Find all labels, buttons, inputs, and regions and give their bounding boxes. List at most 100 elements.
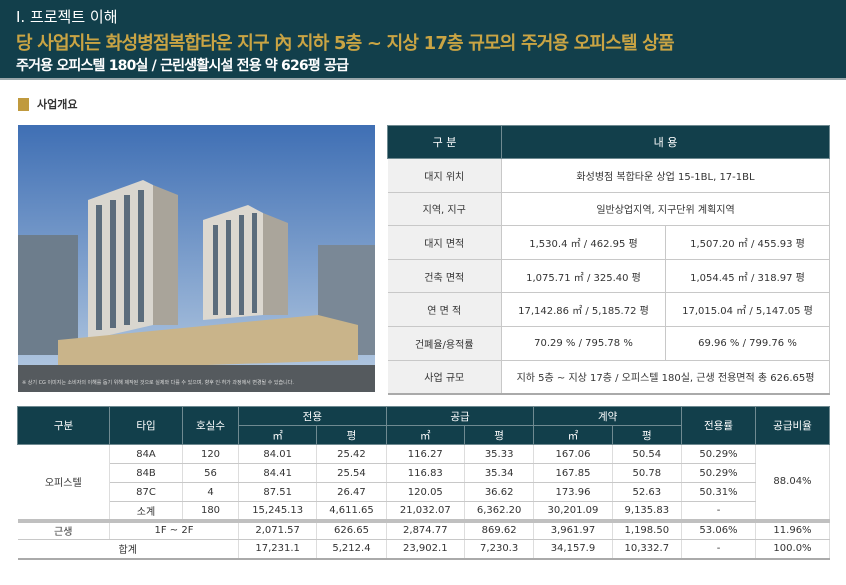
- cell: 116.27: [386, 444, 465, 464]
- cell: 26.47: [316, 482, 387, 502]
- cell: 35.34: [464, 463, 535, 483]
- row-label: 건폐율/용적률: [387, 326, 502, 361]
- row-value: 17,015.04 ㎡ / 5,147.05 평: [665, 292, 831, 327]
- table-row: 건폐율/용적률 70.29 % / 795.78 % 69.96 % / 799.7…: [387, 326, 831, 361]
- unit-area-table: 구분 타입 호실수 전용 공급 계약 전용률 공급비율 ㎡ 평 ㎡ 평 ㎡ 평 오피스…: [17, 406, 830, 560]
- row-value: 일반상업지역, 지구단위 계획지역: [501, 192, 830, 227]
- cell: 626.65: [316, 520, 387, 540]
- table-row: 지역, 지구 일반상업지역, 지구단위 계획지역: [387, 192, 830, 227]
- cell: -: [681, 539, 756, 560]
- row-value: 1,075.71 ㎡ / 325.40 평: [501, 259, 666, 294]
- cell: 87C: [109, 482, 183, 502]
- row-value: 1,054.45 ㎡ / 318.97 평: [665, 259, 831, 294]
- table-row: 근생 1F ~ 2F 2,071.57 626.65 2,874.77 869.62 3,9…: [17, 520, 830, 540]
- section-title-text: 사업개요: [37, 98, 78, 111]
- table-row: 대지 면적 1,530.4 ㎡ / 462.95 평 1,507.20 ㎡ / 45…: [387, 225, 831, 260]
- col-sqm: ㎡: [533, 425, 613, 445]
- row-label: 지역, 지구: [387, 192, 502, 227]
- cell: 100.0%: [755, 539, 830, 560]
- cell: 4,611.65: [316, 501, 387, 523]
- cell: 87.51: [238, 482, 318, 502]
- cell: 1F ~ 2F: [109, 520, 239, 540]
- cell: 50.31%: [681, 482, 756, 502]
- cell: 56: [182, 463, 239, 483]
- cell: 120.05: [386, 482, 465, 502]
- cell: 근생: [17, 520, 110, 540]
- cell: 35.33: [464, 444, 535, 464]
- cell: 11.96%: [755, 520, 830, 540]
- col-exclusive: 전용: [238, 406, 387, 426]
- page-header: Ⅰ. 프로젝트 이해 당 사업지는 화성병점복합타운 지구 內 지하 5층 ~ …: [0, 0, 846, 80]
- col-type: 타입: [109, 406, 183, 445]
- cell: 120: [182, 444, 239, 464]
- cell: 소계: [109, 501, 183, 523]
- cell: 2,874.77: [386, 520, 465, 540]
- bullet-square-icon: [18, 97, 29, 111]
- cell: 4: [182, 482, 239, 502]
- row-value: 70.29 % / 795.78 %: [501, 326, 666, 361]
- subheadline: 주거용 오피스텔 180실 / 근린생활시설 전용 약 626평 공급: [16, 58, 349, 74]
- row-value: 1,530.4 ㎡ / 462.95 평: [501, 225, 666, 260]
- col-category: 구 분: [387, 125, 502, 159]
- cell: 10,332.7: [612, 539, 683, 560]
- table-row: 소계 180 15,245.13 4,611.65 21,032.07 6,362.20 3…: [18, 501, 830, 523]
- cell: 25.54: [316, 463, 387, 483]
- image-disclaimer: ※ 상기 CG 이미지는 소비자의 이해를 돕기 위해 제작된 것으로 실제와 …: [22, 380, 294, 386]
- row-value: 69.96 % / 799.76 %: [665, 326, 831, 361]
- row-value: 지하 5층 ~ 지상 17층 / 오피스텔 180실, 근생 전용면적 총 62…: [501, 360, 830, 395]
- col-pyeong: 평: [611, 425, 683, 445]
- cell: 5,212.4: [316, 539, 387, 560]
- cell: 15,245.13: [238, 501, 318, 523]
- col-sqm: ㎡: [385, 425, 465, 445]
- row-value: 17,142.86 ㎡ / 5,185.72 평: [501, 292, 666, 327]
- cell: 50.78: [612, 463, 683, 483]
- table-row: 연 면 적 17,142.86 ㎡ / 5,185.72 평 17,015.04 ㎡…: [387, 292, 831, 327]
- row-value: 화성병점 복합타운 상업 15-1BL, 17-1BL: [501, 158, 830, 193]
- category-cell: 오피스텔: [17, 444, 110, 523]
- cell: 1,198.50: [612, 520, 683, 540]
- cell: 25.42: [316, 444, 387, 464]
- table-row: 건축 면적 1,075.71 ㎡ / 325.40 평 1,054.45 ㎡ / 3…: [387, 259, 831, 294]
- cell: 50.54: [612, 444, 683, 464]
- cell: 167.06: [533, 444, 613, 464]
- cell: -: [681, 501, 756, 523]
- row-label: 사업 규모: [387, 360, 502, 395]
- cell: 3,961.97: [533, 520, 613, 540]
- col-category: 구분: [17, 406, 110, 445]
- row-label: 건축 면적: [387, 259, 502, 294]
- cell: 53.06%: [681, 520, 756, 540]
- table-row: 84B 56 84.41 25.54 116.83 35.34 167.85 50.78 50.…: [18, 463, 830, 483]
- cell: 52.63: [612, 482, 683, 502]
- cell: 34,157.9: [533, 539, 613, 560]
- col-pyeong: 평: [316, 425, 387, 445]
- cell: 합계: [17, 539, 239, 560]
- headline: 당 사업지는 화성병점복합타운 지구 內 지하 5층 ~ 지상 17층 규모의 …: [16, 33, 675, 54]
- cell: 84.01: [238, 444, 318, 464]
- cell: 173.96: [533, 482, 613, 502]
- cell: 7,230.3: [464, 539, 535, 560]
- cell: 50.29%: [681, 463, 756, 483]
- cell: 17,231.1: [238, 539, 318, 560]
- col-supply: 공급: [385, 406, 535, 426]
- col-content: 내 용: [501, 125, 830, 159]
- cell: 9,135.83: [612, 501, 683, 523]
- cell: 167.85: [533, 463, 613, 483]
- cell: 84A: [109, 444, 183, 464]
- cell: 21,032.07: [386, 501, 465, 523]
- col-contract: 계약: [533, 406, 682, 426]
- row-label: 연 면 적: [387, 292, 502, 327]
- cell: 30,201.09: [533, 501, 613, 523]
- table-row: 87C 4 87.51 26.47 120.05 36.62 173.96 52.63 50.3…: [18, 482, 830, 502]
- table-row: 대지 위치 화성병점 복합타운 상업 15-1BL, 17-1BL: [387, 158, 830, 193]
- cell: 6,362.20: [464, 501, 535, 523]
- row-value: 1,507.20 ㎡ / 455.93 평: [665, 225, 831, 260]
- section-title: 사업개요: [18, 96, 77, 112]
- cell: 23,902.1: [386, 539, 465, 560]
- cell: 2,071.57: [238, 520, 318, 540]
- col-pyeong: 평: [463, 425, 535, 445]
- col-share: 공급비율: [755, 406, 830, 445]
- cell: 116.83: [386, 463, 465, 483]
- cell: 84B: [109, 463, 183, 483]
- building-rendering: ※ 상기 CG 이미지는 소비자의 이해를 돕기 위해 제작된 것으로 실제와 …: [18, 125, 375, 392]
